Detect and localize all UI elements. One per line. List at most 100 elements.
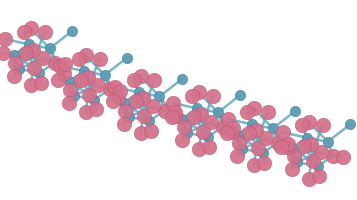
Point [191,115,197,119]
Point [179,138,185,142]
Point [320,124,326,127]
Point [255,146,261,150]
Point [69,30,75,33]
Point [110,100,116,103]
Point [162,109,167,112]
Point [52,61,57,64]
Point [198,113,204,116]
Point [270,127,276,130]
Point [38,81,44,84]
Point [81,69,87,73]
Point [23,51,29,55]
Point [330,154,336,158]
Point [28,84,34,87]
Point [236,141,241,145]
Point [299,124,305,127]
Point [189,94,195,98]
Point [289,146,295,150]
Point [32,66,37,70]
Point [215,111,221,114]
Point [234,133,240,136]
Point [316,174,322,178]
Point [16,67,22,70]
Point [97,57,102,60]
Point [318,150,324,153]
Point [196,148,202,151]
Point [205,135,211,139]
Point [200,130,206,134]
Point [169,116,175,119]
Point [61,72,66,75]
Point [208,121,214,124]
Point [196,91,202,94]
Point [124,56,130,59]
Point [152,78,157,82]
Point [289,168,295,171]
Point [179,78,185,81]
Point [1,52,6,55]
Point [305,136,310,139]
Point [150,105,156,108]
Point [224,132,230,135]
Point [250,123,255,126]
Point [121,101,127,104]
Point [246,131,252,135]
Point [284,145,290,148]
Point [141,114,147,118]
Point [21,30,27,34]
Point [126,115,132,118]
Point [301,145,307,148]
Point [83,110,89,114]
Point [78,78,84,81]
Point [278,145,284,148]
Point [260,151,266,155]
Point [76,57,82,60]
Point [231,126,236,130]
Point [253,129,259,132]
Point [306,120,312,123]
Point [71,94,77,97]
Point [286,142,291,146]
Point [265,110,271,114]
Point [292,110,298,113]
Point [28,27,34,30]
Point [85,75,91,78]
Point [37,71,42,75]
Point [261,161,267,164]
Point [184,131,190,134]
Point [112,85,118,89]
Point [179,117,185,120]
Point [121,122,127,126]
Point [107,88,112,91]
Point [325,140,331,143]
Point [172,114,178,118]
Point [220,125,226,128]
Point [195,107,200,110]
Point [234,154,240,158]
Point [11,53,17,56]
Point [157,95,162,98]
Point [210,94,216,98]
Point [237,94,243,97]
Point [11,74,17,78]
Point [102,74,107,77]
Point [95,83,101,86]
Point [306,177,312,180]
Point [55,78,61,82]
Point [251,107,257,110]
Point [83,54,89,57]
Point [91,98,97,101]
Point [310,160,315,163]
Point [133,99,139,103]
Point [171,101,176,105]
Point [47,47,52,50]
Point [225,117,231,121]
Point [66,101,72,104]
Point [2,37,8,41]
Point [181,125,186,129]
Point [275,141,281,144]
Point [57,64,63,67]
Point [172,110,178,114]
Point [146,119,152,123]
Point [229,130,235,134]
